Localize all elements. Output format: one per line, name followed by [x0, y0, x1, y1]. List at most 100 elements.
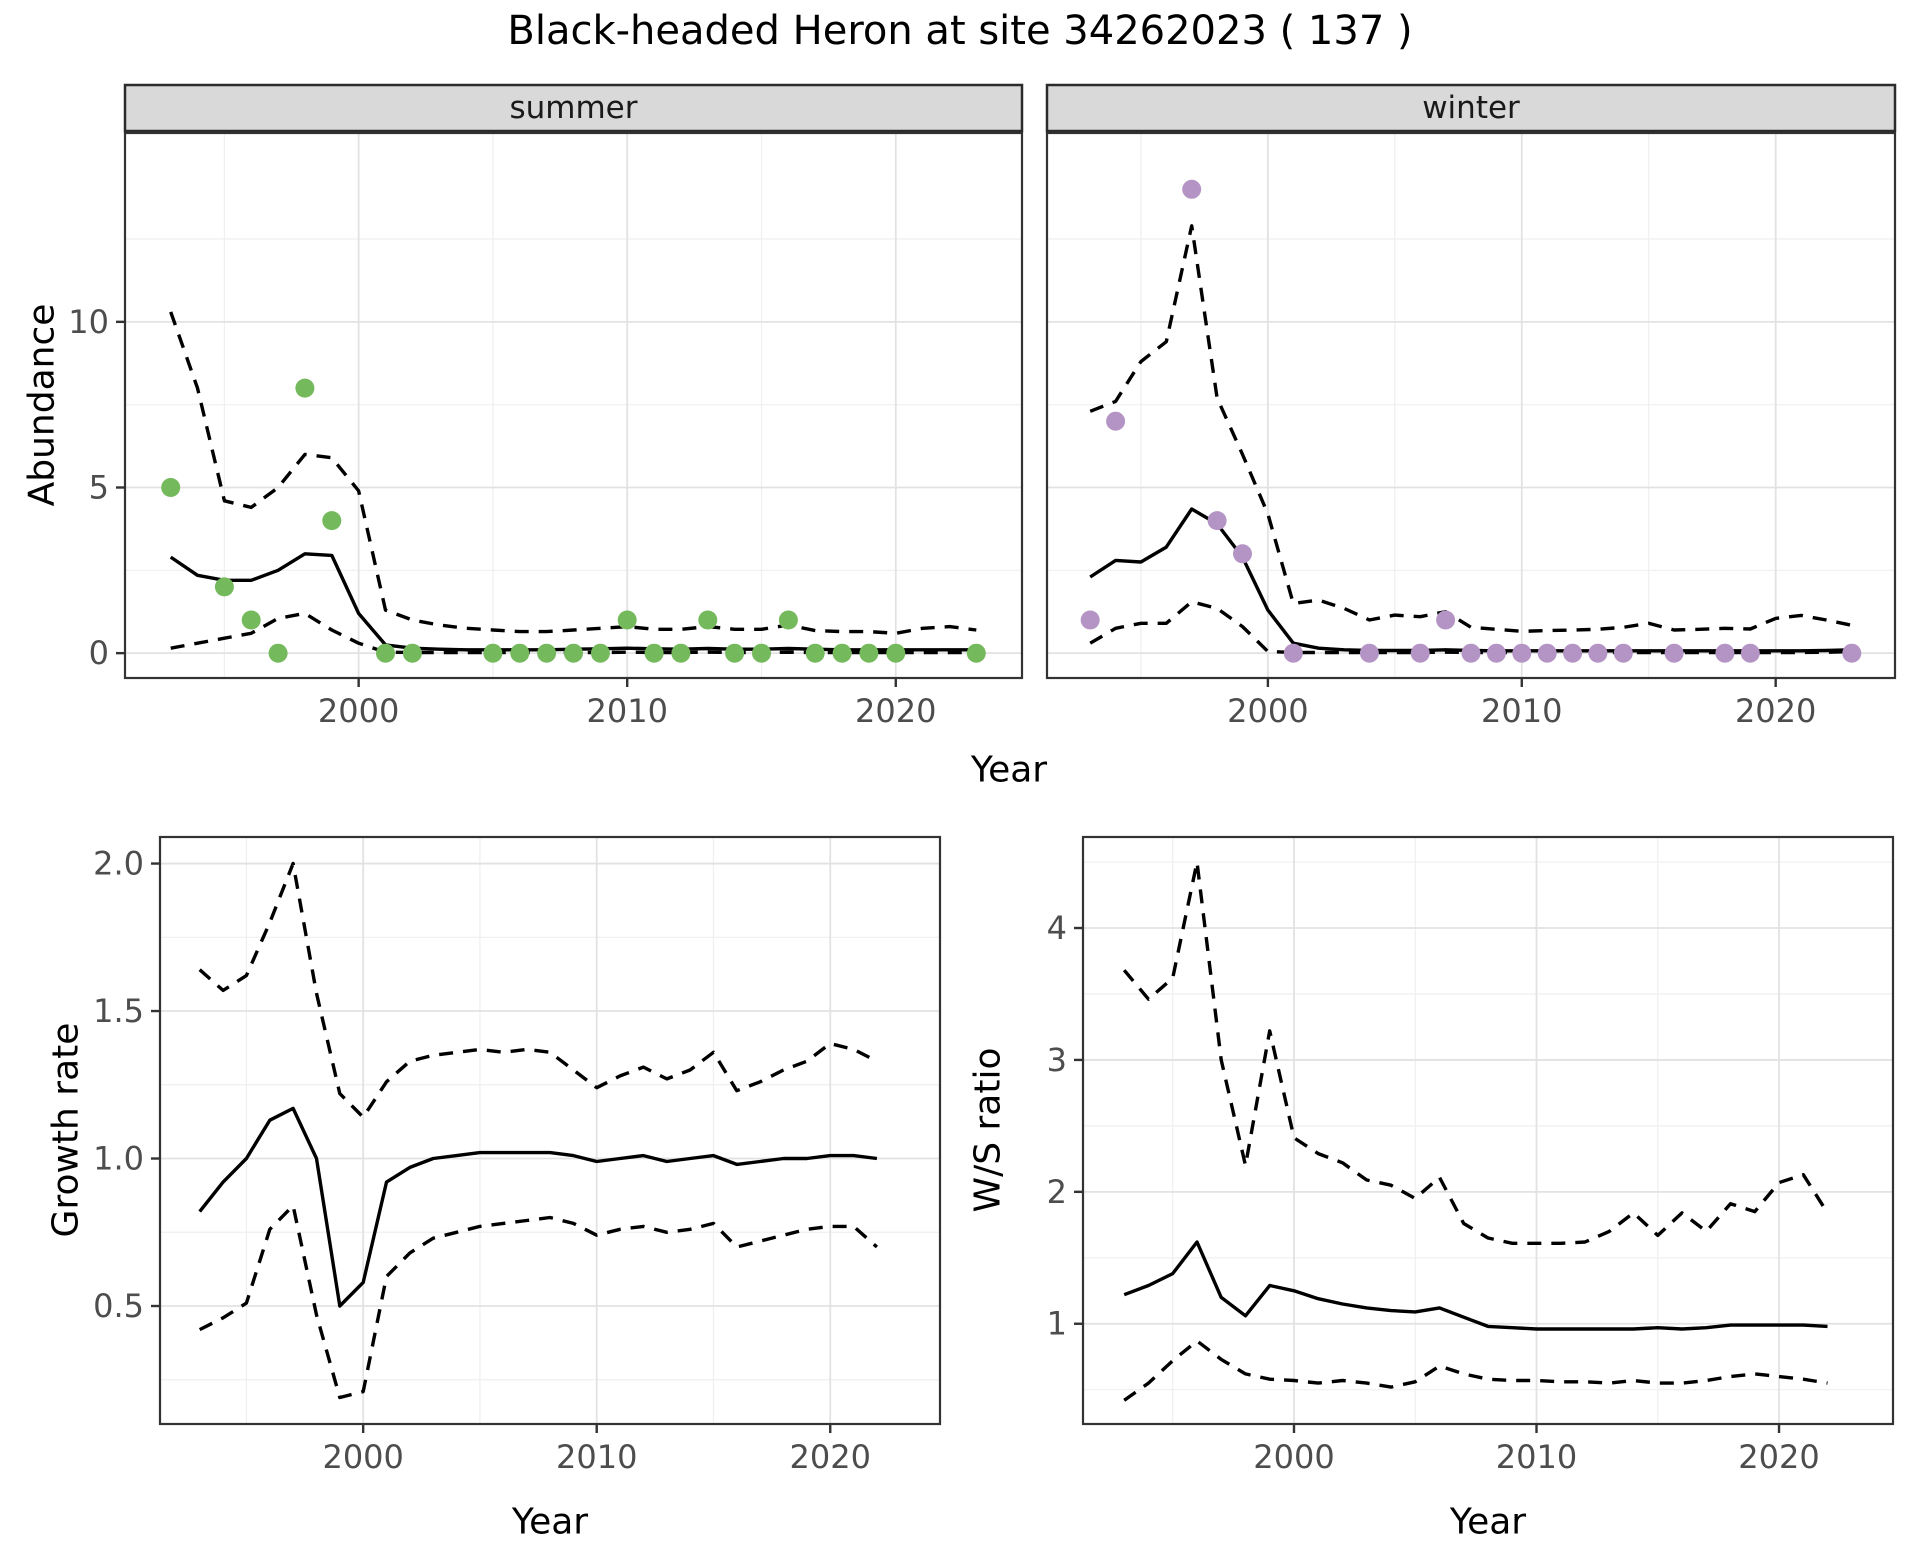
x-tick-label: 2010	[586, 692, 667, 730]
data-point	[886, 643, 906, 663]
y-tick-label: 10	[68, 303, 109, 341]
data-point	[1233, 544, 1252, 564]
y-tick-label: 0	[89, 634, 109, 672]
winter_observations	[1080, 179, 1862, 663]
lower_ci-line	[198, 1204, 879, 1400]
panel-border	[1081, 835, 1895, 1426]
x-axis-title-year-top: Year	[970, 749, 1048, 791]
data-point	[295, 378, 315, 398]
axis-ticks: 2000 2010 2020 1 2 3 4	[1047, 909, 1820, 1476]
data-point	[1359, 643, 1379, 663]
axis-ticks: 2000 2010 2020 0.5 1.0 1.5 2.0	[93, 845, 871, 1476]
panel-border	[1045, 131, 1897, 680]
y-tick-label: 1	[1047, 1305, 1067, 1343]
x-tick-label: 2010	[1481, 692, 1562, 730]
data-point	[859, 643, 879, 663]
data-point	[1410, 643, 1430, 663]
summer_observations	[161, 378, 986, 663]
winter-abundance-chart: winter 2000 2010 2020	[1045, 83, 1897, 730]
data-point	[752, 643, 771, 663]
data-point	[510, 643, 530, 663]
data-point	[402, 643, 422, 663]
data-point	[832, 643, 852, 663]
data-point	[322, 511, 342, 531]
data-point	[671, 643, 691, 663]
y-tick-label: 1.5	[93, 992, 144, 1030]
page-title: Black-headed Heron at site 34262023 ( 13…	[507, 8, 1413, 54]
panel-border	[123, 131, 1024, 680]
data-point	[1842, 643, 1862, 663]
data-point	[1563, 643, 1583, 663]
data-point	[537, 643, 557, 663]
data-point	[1588, 643, 1608, 663]
x-axis-title-year-growth: Year	[511, 1501, 589, 1543]
y-tick-label: 4	[1047, 909, 1067, 947]
data-point	[483, 643, 503, 663]
data-point	[1080, 610, 1100, 630]
upper_ci-line	[198, 861, 878, 1119]
data-point	[1207, 511, 1227, 531]
data-point	[1537, 643, 1557, 663]
x-tick-label: 2000	[322, 1438, 403, 1476]
data-point	[1486, 643, 1506, 663]
data-point	[644, 643, 664, 663]
data-point	[268, 643, 288, 663]
data-point	[725, 643, 745, 663]
y-axis-title-growth-rate: Growth rate	[45, 1022, 87, 1238]
growth-rate-chart: 2000 2010 2020 0.5 1.0 1.5 2.0	[93, 835, 942, 1476]
data-point	[1461, 643, 1481, 663]
data-point	[590, 643, 610, 663]
axis-ticks: 2000 2010 2020 0 5 10	[68, 303, 936, 730]
lower_ci-line	[1123, 1339, 1828, 1402]
y-axis-title-ws-ratio: W/S ratio	[967, 1047, 1009, 1213]
data-point	[1283, 643, 1303, 663]
y-tick-label: 0.5	[93, 1287, 144, 1325]
data-point	[1664, 643, 1684, 663]
upper_ci-line	[1089, 224, 1853, 633]
facet-strip-label: summer	[509, 90, 637, 126]
y-tick-label: 1.0	[93, 1140, 144, 1178]
data-point	[1512, 643, 1532, 663]
data-point	[698, 610, 718, 630]
x-tick-label: 2010	[1496, 1438, 1577, 1476]
ws-ratio-chart: 2000 2010 2020 1 2 3 4	[1047, 835, 1895, 1476]
data-point	[1436, 610, 1456, 630]
x-tick-label: 2000	[318, 692, 399, 730]
data-point	[241, 610, 261, 630]
data-point	[966, 643, 986, 663]
data-point	[805, 643, 825, 663]
panel-border	[158, 835, 942, 1426]
data-point	[161, 478, 181, 497]
x-axis-title-year-ws: Year	[1449, 1501, 1527, 1543]
upper_ci-line	[1122, 860, 1829, 1245]
y-tick-label: 3	[1047, 1041, 1067, 1079]
data-point	[1613, 643, 1633, 663]
data-point	[1106, 411, 1126, 431]
facet-strip	[1045, 83, 1897, 133]
facet-strip-label: winter	[1422, 90, 1520, 126]
data-point	[778, 610, 798, 630]
summer-abundance-chart: summer 2000 2010 2020 0 5 10	[68, 83, 1024, 730]
gridlines	[160, 837, 940, 1424]
data-point	[1182, 179, 1202, 199]
data-point	[1715, 643, 1735, 663]
y-tick-label: 2	[1047, 1173, 1067, 1211]
x-tick-label: 2000	[1227, 692, 1308, 730]
x-tick-label: 2020	[1735, 692, 1816, 730]
data-point	[214, 577, 234, 597]
x-tick-label: 2020	[855, 692, 936, 730]
x-tick-label: 2020	[1738, 1438, 1819, 1476]
data-point	[617, 610, 637, 630]
data-point	[376, 643, 395, 663]
x-tick-label: 2010	[556, 1438, 637, 1476]
data-point	[564, 643, 583, 663]
facet-strip	[123, 83, 1024, 133]
x-tick-label: 2000	[1253, 1438, 1334, 1476]
data-point	[1740, 643, 1760, 663]
axis-ticks: 2000 2010 2020	[1227, 678, 1816, 730]
y-tick-label: 2.0	[93, 845, 144, 883]
y-tick-label: 5	[89, 468, 109, 506]
mean-line	[198, 1106, 878, 1308]
x-tick-label: 2020	[790, 1438, 871, 1476]
